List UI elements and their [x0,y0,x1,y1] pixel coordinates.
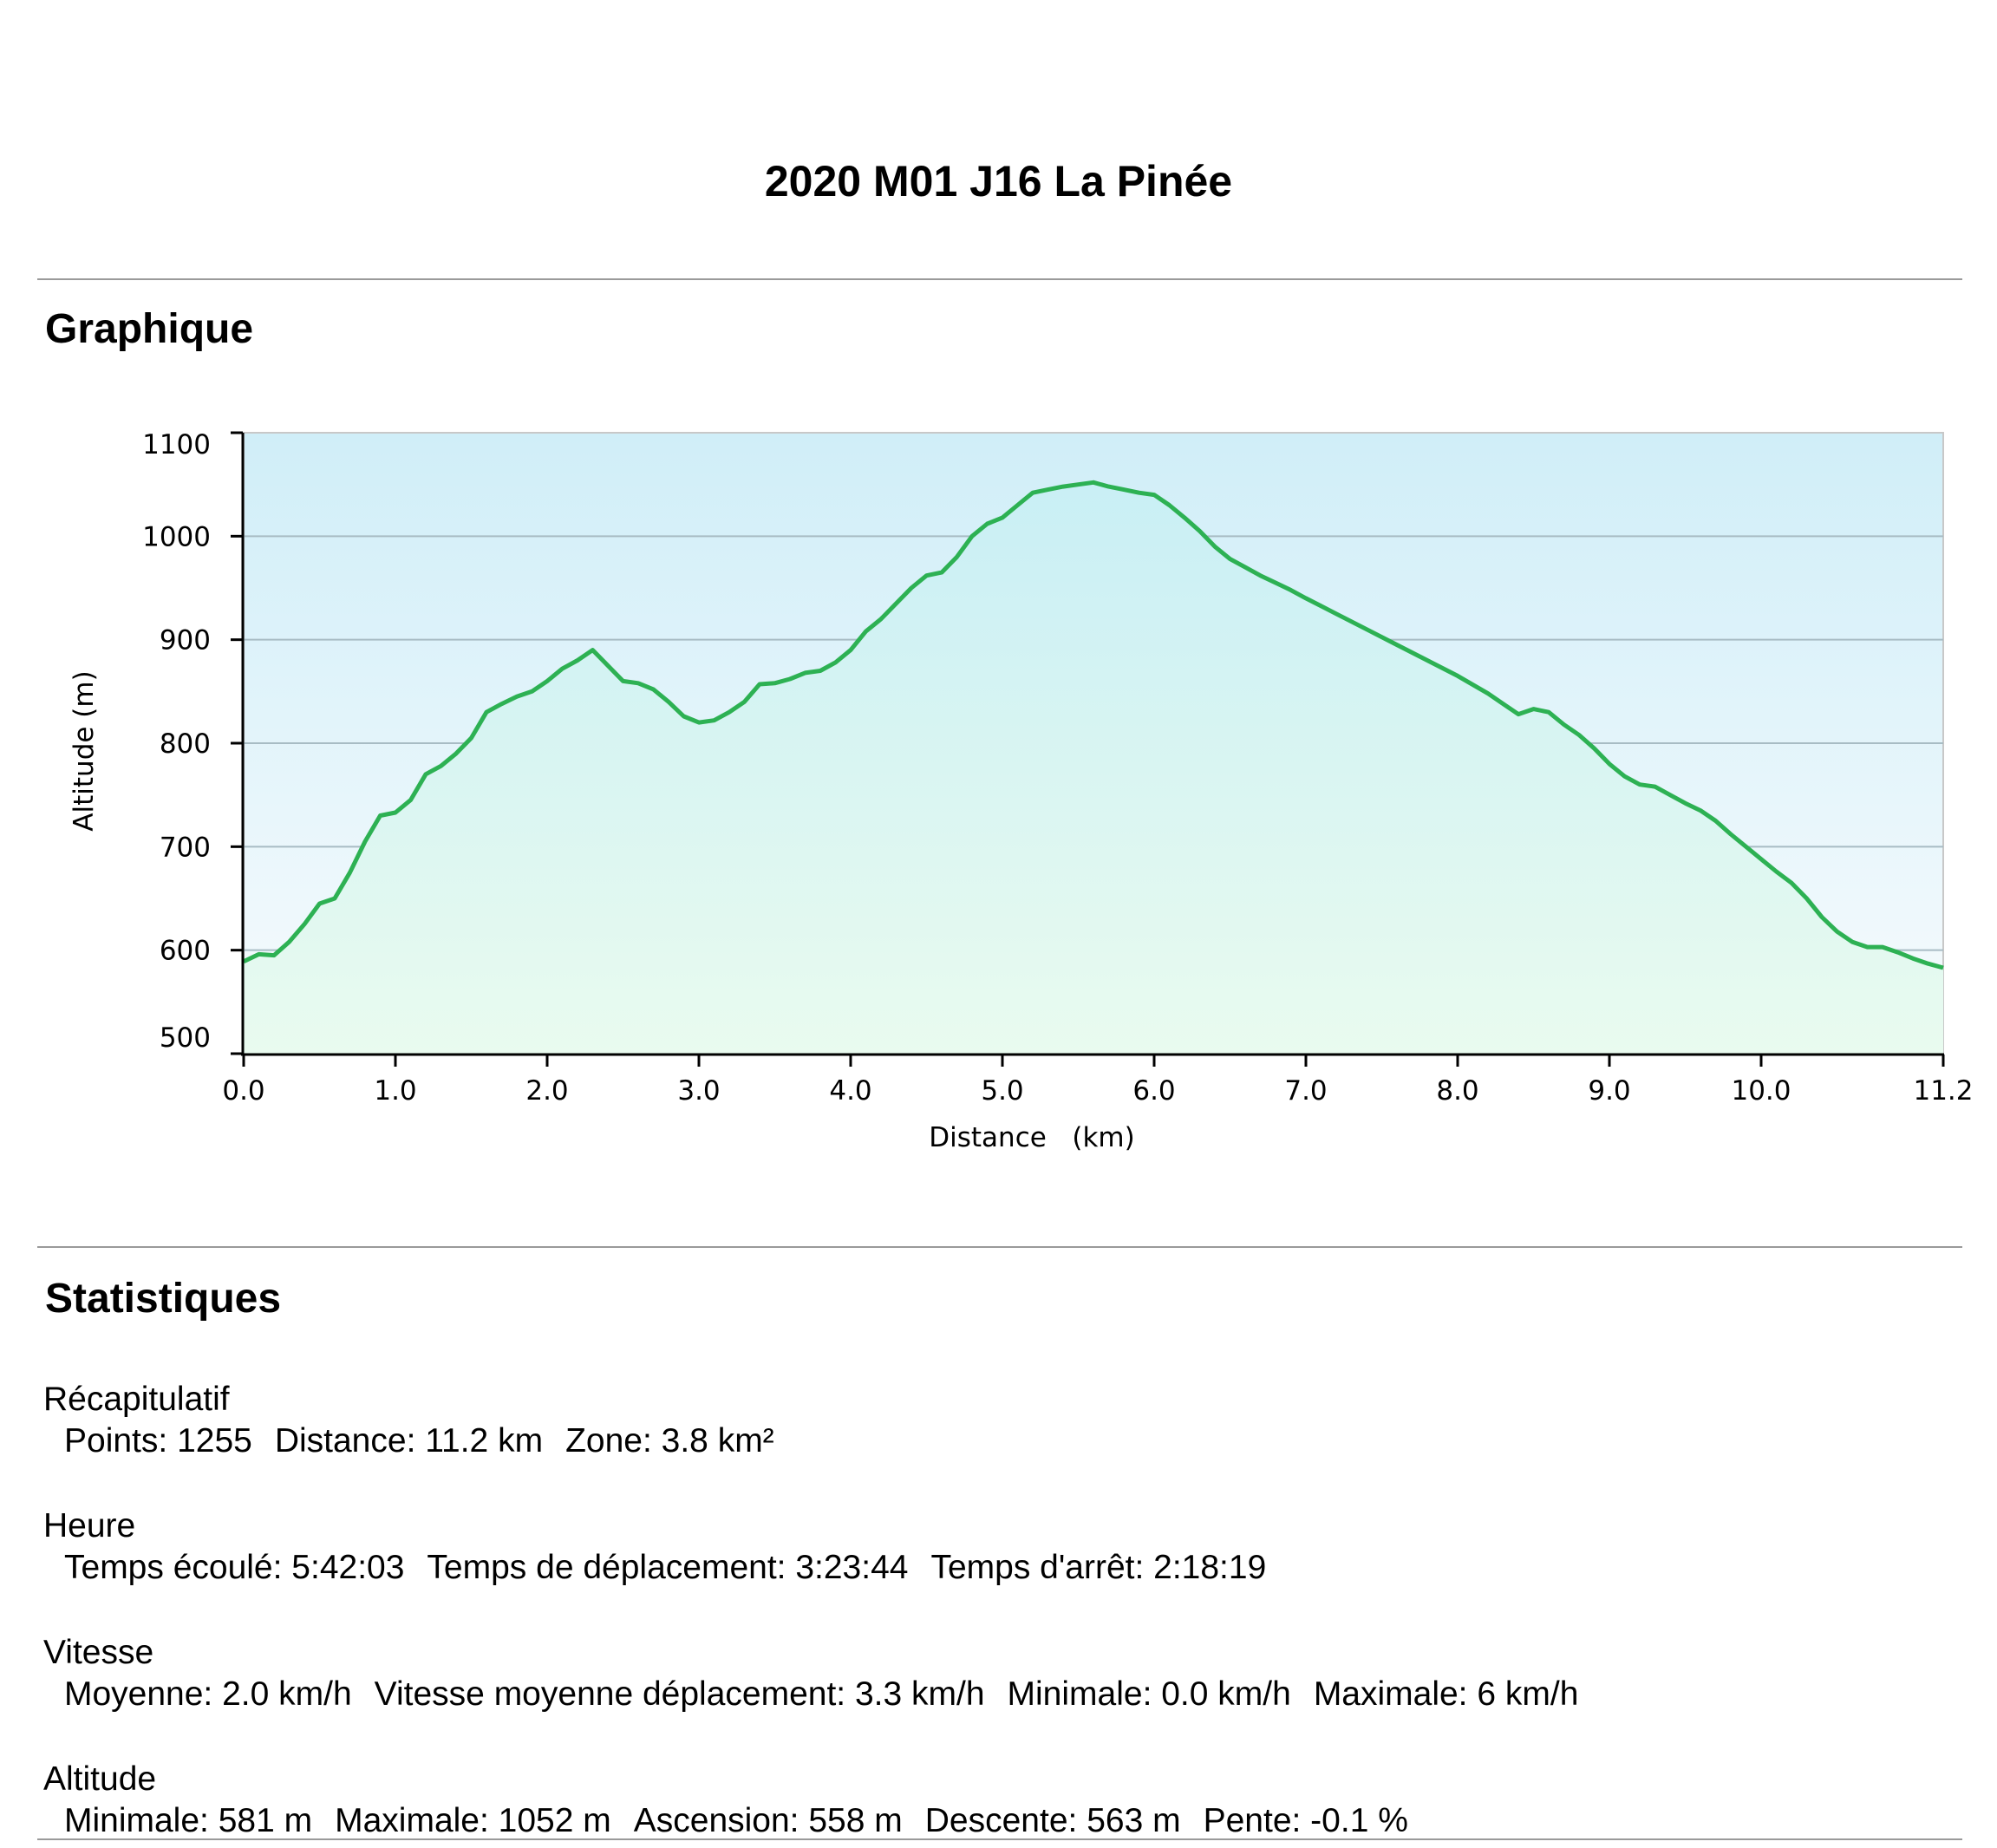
y-tick-label: 1000 [142,521,211,552]
x-tick-label: 5.0 [981,1075,1023,1107]
x-tick-label: 3.0 [677,1075,720,1107]
elevation-line [242,480,1944,970]
stat-values: Minimale: 581 m Maximale: 1052 m Ascension… [43,1800,1431,1842]
stat-item: Ascension: 558 m [633,1802,903,1839]
stat-item: Moyenne: 2.0 km/h [64,1675,352,1713]
stat-group: Récapitulatif Points: 1255 Distance: 11.2 … [43,1379,797,1462]
y-axis-label: Altitude (m) [69,670,100,831]
y-tick-label: 600 [160,936,211,967]
x-tick-label: 10.0 [1731,1075,1791,1107]
stat-item: Pente: -0.1 % [1203,1802,1408,1839]
x-tick-label: 0.0 [222,1075,264,1107]
stat-item: Minimale: 581 m [64,1802,313,1839]
y-tick-label: 1100 [142,429,211,460]
stats-heading: Statistiques [45,1276,282,1322]
x-tick-label: 4.0 [829,1075,871,1107]
stat-item: Distance: 11.2 km [274,1422,544,1459]
x-tick-label: 6.0 [1132,1075,1175,1107]
x-tick-label: 9.0 [1588,1075,1630,1107]
divider-middle [37,1246,1962,1248]
stat-group-label: Altitude [43,1760,157,1798]
graph-heading: Graphique [45,306,254,352]
stat-item: Temps de déplacement: 3:23:44 [427,1549,909,1586]
stat-group: Vitesse Moyenne: 2.0 km/h Vitesse moyenne … [43,1632,1601,1715]
y-tick-label: 700 [160,832,211,863]
stat-item: Minimale: 0.0 km/h [1007,1675,1291,1713]
stat-values: Temps écoulé: 5:42:03 Temps de déplacemen… [43,1547,1289,1589]
divider-top [37,278,1962,280]
stat-values: Points: 1255 Distance: 11.2 km Zone: 3.8 k… [43,1420,797,1462]
x-tick-label: 11.2 [1913,1075,1973,1107]
stat-group: Heure Temps écoulé: 5:42:03 Temps de dépla… [43,1505,1289,1589]
stat-item: Points: 1255 [64,1422,252,1459]
x-tick-label: 2.0 [525,1075,568,1107]
x-axis-label: Distance (km) [929,1122,1134,1153]
stat-item: Descente: 563 m [924,1802,1181,1839]
elevation-chart: 500 600 700 800 900 1000 1100 0.0 1.0 2.0 3.0 4.0 5… [69,429,1974,1153]
y-tick-label: 900 [160,625,211,656]
stat-item: Maximale: 6 km/h [1313,1675,1579,1713]
x-tick-label: 7.0 [1284,1075,1327,1107]
stat-group-label: Récapitulatif [43,1381,230,1418]
stat-group-label: Heure [43,1507,136,1544]
y-tick-label: 500 [160,1022,211,1054]
page-title: 2020 M01 J16 La Pinée [764,157,1233,206]
stat-group: Altitude Minimale: 581 m Maximale: 1052 m A… [43,1759,1431,1842]
stat-item: Temps d'arrêt: 2:18:19 [930,1549,1267,1586]
y-tick-label: 800 [160,728,211,760]
elevation-area [244,482,1943,1054]
x-tick-label: 1.0 [374,1075,416,1107]
stat-item: Zone: 3.8 km² [565,1422,774,1459]
stat-item: Temps écoulé: 5:42:03 [64,1549,405,1586]
stat-group-label: Vitesse [43,1634,154,1671]
stat-item: Maximale: 1052 m [335,1802,611,1839]
x-tick-label: 8.0 [1436,1075,1478,1107]
divider-bottom [37,1838,1962,1840]
stat-values: Moyenne: 2.0 km/h Vitesse moyenne déplace… [43,1674,1601,1715]
stat-item: Vitesse moyenne déplacement: 3.3 km/h [374,1675,985,1713]
